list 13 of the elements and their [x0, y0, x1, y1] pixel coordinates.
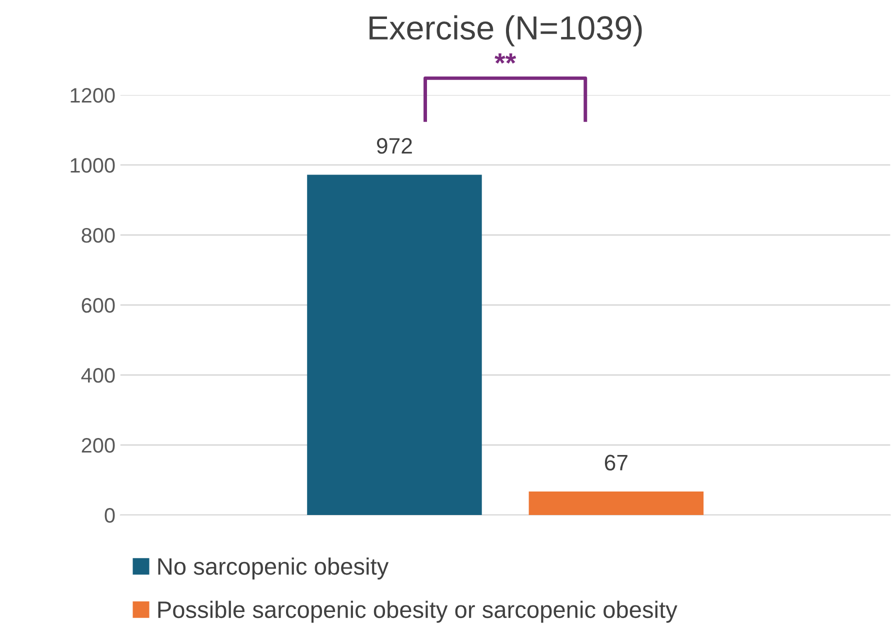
y-tick-label: 1000 — [70, 158, 115, 173]
legend-label: Possible sarcopenic obesity or sarcopenic obesity — [158, 600, 678, 623]
text: ** — [494, 53, 516, 64]
y-tick-label: 0 — [104, 508, 115, 523]
chart-title: Exercise (N=1039) — [370, 15, 642, 46]
data-label: 972 — [376, 138, 412, 154]
data-label: 67 — [604, 454, 628, 470]
y-tick-label: 600 — [82, 298, 115, 313]
y-tick-label: 800 — [82, 228, 115, 243]
y-tick-label: 200 — [82, 438, 115, 453]
legend-label: No sarcopenic obesity — [158, 557, 389, 580]
y-tick-label: 400 — [81, 368, 115, 383]
y-tick-label: 1200 — [70, 88, 115, 103]
